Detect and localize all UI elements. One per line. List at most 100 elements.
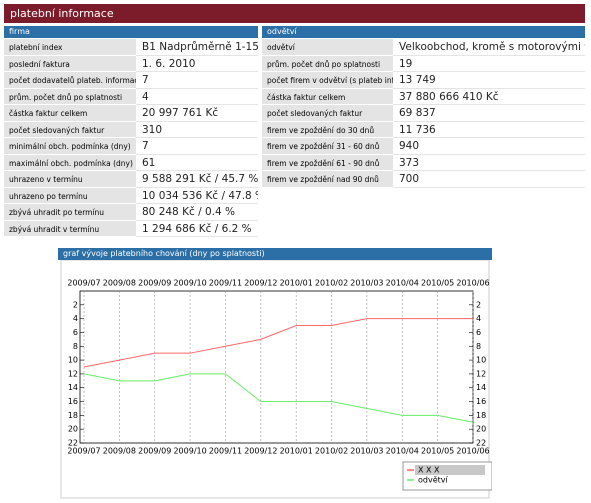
row-value: 7 <box>136 138 258 155</box>
row-label: uhrazeno v termínu <box>4 171 136 188</box>
chart-title: graf vývoje platebního chování (dny po s… <box>58 248 492 260</box>
row-label: uhrazeno po termínu <box>4 187 136 204</box>
x-tick-label: 2010/05 <box>421 447 454 456</box>
row-label: firem ve zpoždění do 30 dnů <box>262 121 393 138</box>
row-value: 7 <box>136 72 258 89</box>
section-title: firma <box>4 26 258 38</box>
row-value: 9 588 291 Kč / 45.7 % <box>136 171 258 188</box>
row-label: platební index <box>4 39 136 56</box>
y-tick-label: 4 <box>476 314 481 323</box>
x-tick-label: 2009/11 <box>209 279 242 288</box>
y-tick-label: 14 <box>476 383 486 392</box>
row-label: počet dodavatelů plateb. informací <box>4 72 136 89</box>
x-tick-label: 2009/10 <box>173 279 206 288</box>
row-value: 13 749 <box>393 72 585 89</box>
y-tick-label: 10 <box>68 356 78 365</box>
row-label: částka faktur celkem <box>4 105 136 122</box>
x-tick-label: 2010/01 <box>280 279 313 288</box>
row-value: 19 <box>393 55 585 72</box>
row-value: Velkoobchod, kromě s motorovými vozidly <box>393 39 585 56</box>
x-tick-label: 2009/12 <box>244 279 277 288</box>
row-label: počet sledovaných faktur <box>4 121 136 138</box>
y-tick-label: 2 <box>73 300 78 309</box>
y-tick-label: 20 <box>476 425 486 434</box>
row-label: zbývá uhradit v termínu <box>4 220 136 237</box>
y-tick-label: 8 <box>476 342 481 351</box>
y-tick-label: 14 <box>68 383 78 392</box>
row-label: poslední faktura <box>4 55 136 72</box>
x-tick-label: 2010/03 <box>350 447 383 456</box>
row-label: počet sledovaných faktur <box>262 105 393 122</box>
row-value: 37 880 666 410 Kč <box>393 88 585 105</box>
y-tick-label: 2 <box>476 300 481 309</box>
y-tick-label: 16 <box>476 397 486 406</box>
x-tick-label: 2010/05 <box>421 279 454 288</box>
row-value: 61 <box>136 154 258 171</box>
chart-frame <box>60 260 490 499</box>
row-value: 20 997 761 Kč <box>136 105 258 122</box>
x-tick-label: 2010/02 <box>315 279 348 288</box>
x-tick-label: 2010/02 <box>315 447 348 456</box>
plot-area <box>79 290 474 444</box>
y-tick-label: 6 <box>73 328 78 337</box>
x-tick-label: 2010/04 <box>386 279 419 288</box>
y-tick-label: 20 <box>68 425 78 434</box>
row-value: B1 Nadprůměrně 1-15 <box>136 39 258 56</box>
series-line <box>83 318 473 368</box>
y-tick-label: 6 <box>476 328 481 337</box>
row-value: 373 <box>393 154 585 171</box>
row-label: prům. počet dnů po splatnosti <box>4 88 136 105</box>
y-tick-label: 10 <box>476 356 486 365</box>
x-tick-label: 2010/01 <box>280 447 313 456</box>
x-tick-label: 2010/04 <box>386 447 419 456</box>
y-tick-label: 18 <box>68 411 78 420</box>
row-value: 1 294 686 Kč / 6.2 % <box>136 220 258 237</box>
row-value: 940 <box>393 138 585 155</box>
row-label: maximální obch. podmínka (dny) <box>4 154 136 171</box>
legend-label: odvětví <box>418 476 449 485</box>
legend-label: X X X <box>418 466 440 475</box>
row-value: 69 837 <box>393 105 585 122</box>
x-tick-label: 2009/07 <box>67 279 100 288</box>
row-value: 310 <box>136 121 258 138</box>
row-label: počet firem v odvětví (s plateb inf.) <box>262 72 393 89</box>
y-tick-label: 8 <box>73 342 78 351</box>
series-line <box>83 373 474 423</box>
row-label: firem ve zpoždění 31 - 60 dnů <box>262 138 393 155</box>
row-label: firem ve zpoždění 61 - 90 dnů <box>262 154 393 171</box>
row-value: 700 <box>393 171 585 188</box>
row-label: částka faktur celkem <box>262 88 393 105</box>
x-tick-label: 2009/09 <box>138 279 171 288</box>
y-tick-label: 12 <box>476 369 486 378</box>
section-title: odvětví <box>262 26 585 38</box>
y-tick-label: 12 <box>68 369 78 378</box>
x-tick-label: 2009/09 <box>138 447 171 456</box>
page-header: platební informace <box>4 4 585 23</box>
x-tick-label: 2010/06 <box>456 279 489 288</box>
row-label: firem ve zpoždění nad 90 dnů <box>262 171 393 188</box>
y-tick-label: 22 <box>68 439 78 448</box>
row-value: 1. 6. 2010 <box>136 55 258 72</box>
row-value: 11 736 <box>393 121 585 138</box>
row-label: prům. počet dnů po splatnosti <box>262 55 393 72</box>
x-tick-label: 2009/08 <box>103 279 136 288</box>
row-value: 80 248 Kč / 0.4 % <box>136 204 258 221</box>
row-label: zbývá uhradit po termínu <box>4 204 136 221</box>
row-label: odvětví <box>262 39 393 56</box>
row-value: 4 <box>136 88 258 105</box>
x-tick-label: 2009/07 <box>67 447 100 456</box>
x-tick-label: 2009/11 <box>209 447 242 456</box>
legend-highlight <box>415 465 485 475</box>
y-tick-label: 22 <box>476 439 486 448</box>
y-tick-label: 18 <box>476 411 486 420</box>
x-tick-label: 2009/10 <box>173 447 206 456</box>
y-tick-label: 4 <box>73 314 78 323</box>
row-label: minimální obch. podmínka (dny) <box>4 138 136 155</box>
y-tick-label: 16 <box>68 397 78 406</box>
x-tick-label: 2010/06 <box>456 447 489 456</box>
row-value: 10 034 536 Kč / 47.8 % <box>136 187 258 204</box>
x-tick-label: 2009/12 <box>244 447 277 456</box>
x-tick-label: 2009/08 <box>103 447 136 456</box>
